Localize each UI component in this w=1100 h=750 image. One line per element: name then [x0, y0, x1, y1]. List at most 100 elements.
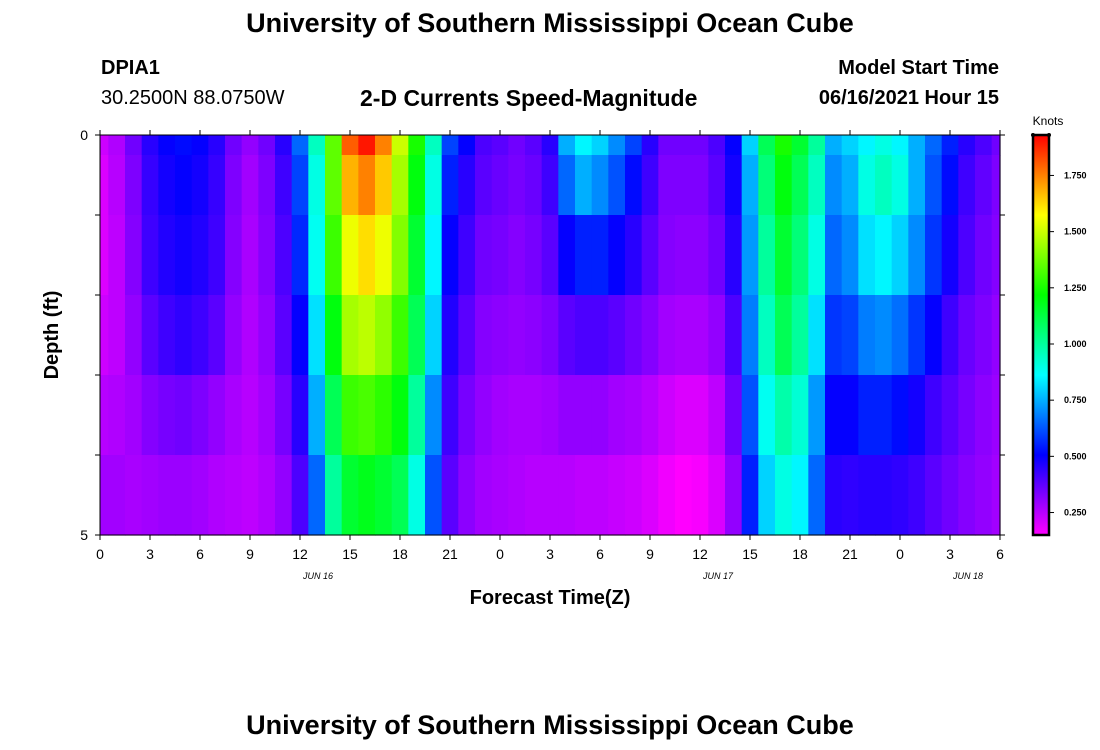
heatmap-cell: [991, 215, 1001, 296]
heatmap-cell: [591, 135, 609, 156]
heatmap-cell: [275, 135, 293, 156]
heatmap-cell: [241, 455, 259, 536]
heatmap-cell: [975, 155, 993, 216]
heatmap-cell: [808, 375, 826, 456]
heatmap-cell: [391, 455, 409, 536]
heatmap-cell: [608, 155, 626, 216]
heatmap-cell: [741, 215, 759, 296]
heatmap-cell: [158, 455, 176, 536]
heatmap-cell: [758, 295, 776, 376]
heatmap-cell: [625, 455, 643, 536]
x-tick-label: 0: [96, 546, 104, 562]
heatmap-cell: [158, 375, 176, 456]
heatmap-cell: [341, 215, 359, 296]
heatmap-cell: [708, 155, 726, 216]
heatmap-cell: [241, 135, 259, 156]
heatmap-cell: [125, 455, 143, 536]
heatmap-cell: [508, 155, 526, 216]
heatmap-cell: [375, 135, 393, 156]
heatmap-cell: [508, 135, 526, 156]
heatmap-cell: [775, 455, 793, 536]
heatmap-cell: [341, 455, 359, 536]
colorbar-tick-label: 1.750: [1064, 170, 1087, 180]
heatmap-cell: [791, 455, 809, 536]
heatmap-cell: [658, 135, 676, 156]
heatmap-cell: [858, 295, 876, 376]
heatmap-cell: [308, 375, 326, 456]
heatmap-cell: [275, 375, 293, 456]
heatmap-cell: [408, 295, 426, 376]
model-start-label: Model Start Time: [838, 57, 999, 79]
heatmap-cell: [425, 135, 443, 156]
heatmap-cell: [641, 455, 659, 536]
heatmap-cell: [175, 155, 193, 216]
x-tick-label: 3: [546, 546, 554, 562]
heatmap-cell: [608, 215, 626, 296]
heatmap-cell: [458, 295, 476, 376]
heatmap-cell: [941, 215, 959, 296]
date-label: JUN 17: [702, 571, 734, 581]
heatmap-cell: [391, 375, 409, 456]
heatmap-cell: [558, 455, 576, 536]
heatmap-cell: [391, 295, 409, 376]
heatmap-cell: [975, 375, 993, 456]
heatmap-cell: [125, 295, 143, 376]
heatmap-cell: [708, 455, 726, 536]
heatmap-cell: [475, 295, 493, 376]
date-label: JUN 16: [302, 571, 333, 581]
heatmap-cell: [841, 135, 859, 156]
heatmap-cell: [225, 375, 243, 456]
heatmap-cell: [475, 155, 493, 216]
heatmap-cell: [708, 135, 726, 156]
colorbar-tick-label: 0.750: [1064, 395, 1087, 405]
heatmap-cell: [508, 215, 526, 296]
heatmap-cell: [441, 155, 459, 216]
heatmap-cell: [575, 215, 593, 296]
heatmap-cell: [358, 455, 376, 536]
heatmap-cell: [208, 375, 226, 456]
heatmap-cell: [258, 155, 276, 216]
heatmap-cell: [441, 295, 459, 376]
heatmap-cell: [608, 455, 626, 536]
heatmap-cell: [641, 135, 659, 156]
heatmap-cell: [725, 155, 743, 216]
heatmap-cell: [391, 135, 409, 156]
heatmap-cell: [808, 295, 826, 376]
x-tick-label: 9: [246, 546, 254, 562]
heatmap-cell: [558, 215, 576, 296]
heatmap-cell: [591, 375, 609, 456]
heatmap-cell: [208, 455, 226, 536]
heatmap-cell: [891, 135, 909, 156]
heatmap-cell: [458, 375, 476, 456]
y-tick-label: 5: [80, 527, 88, 543]
heatmap-cell: [758, 155, 776, 216]
heatmap-cell: [741, 375, 759, 456]
heatmap-cell: [875, 455, 893, 536]
heatmap-cell: [825, 295, 843, 376]
heatmap-cell: [100, 375, 109, 456]
heatmap-cell: [508, 375, 526, 456]
heatmap-cell: [158, 295, 176, 376]
heatmap-cell: [225, 295, 243, 376]
heatmap-cell: [691, 295, 709, 376]
heatmap-cell: [525, 215, 543, 296]
heatmap-cell: [108, 215, 126, 296]
x-tick-label: 6: [996, 546, 1004, 562]
heatmap-cell: [458, 155, 476, 216]
heatmap-cell: [525, 375, 543, 456]
date-labels: JUN 16 JUN 17 JUN 18: [302, 571, 983, 581]
heatmap-cell: [725, 295, 743, 376]
heatmap-cell: [991, 295, 1001, 376]
heatmap-cell: [175, 295, 193, 376]
heatmap-cell: [908, 155, 926, 216]
heatmap-cell: [775, 155, 793, 216]
heatmap-cell: [425, 295, 443, 376]
x-tick-label: 3: [146, 546, 154, 562]
heatmap-cell: [291, 455, 309, 536]
heatmap-cell: [808, 155, 826, 216]
heatmap-cell: [108, 295, 126, 376]
heatmap-cell: [291, 155, 309, 216]
heatmap-cell: [891, 455, 909, 536]
heatmap-cell: [308, 295, 326, 376]
heatmap-cell: [475, 135, 493, 156]
